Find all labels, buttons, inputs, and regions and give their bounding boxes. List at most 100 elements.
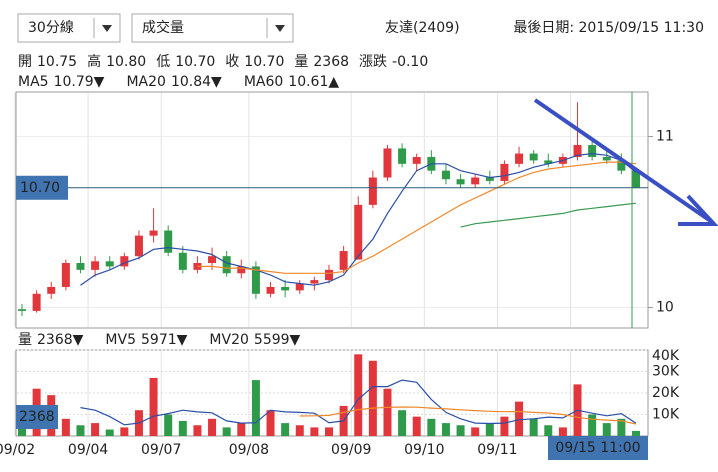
quote-value: 10.80 xyxy=(106,54,146,70)
interval-label: 30分線 xyxy=(28,20,74,36)
volume-bar xyxy=(208,418,217,436)
indicator-select[interactable] xyxy=(131,13,294,43)
volume-bar xyxy=(295,425,304,436)
ma-line xyxy=(299,406,637,425)
candle-body xyxy=(544,160,553,164)
ma-line xyxy=(460,202,637,228)
volume-bar xyxy=(544,425,553,436)
ma-line xyxy=(197,161,637,274)
volume-bar xyxy=(178,420,187,436)
legend-trend: ▼ xyxy=(94,74,105,90)
quote-label: 低 xyxy=(156,54,170,70)
quote-value: 10.75 xyxy=(37,54,77,70)
legend-trend: ▼ xyxy=(73,332,84,348)
legend-value: 10.61 xyxy=(288,74,328,90)
y-tick-label: 10 xyxy=(656,299,674,315)
legend-trend: ▲ xyxy=(328,74,339,90)
volume-bar xyxy=(617,418,626,436)
candle-body xyxy=(178,252,187,270)
quote-label: 高 xyxy=(87,53,101,70)
legend-value: 10.84 xyxy=(171,74,211,90)
volume-bar xyxy=(120,427,129,436)
candle-body xyxy=(310,280,319,284)
candle-body xyxy=(398,148,407,164)
candle-body xyxy=(515,153,524,164)
legend-trend: ▼ xyxy=(177,332,188,348)
quote-label: 開 xyxy=(18,54,32,70)
legend-value: 10.79 xyxy=(54,74,94,90)
dropdown-icon xyxy=(102,25,112,32)
candle-body xyxy=(281,286,290,291)
dropdown-icon xyxy=(275,25,285,32)
candle-body xyxy=(339,251,348,270)
quote-value: 2368 xyxy=(313,54,349,70)
candle-body xyxy=(47,286,56,294)
legend-name: 量 xyxy=(18,332,32,348)
candle-body xyxy=(588,145,597,157)
price-panel xyxy=(15,91,649,329)
volume-bar xyxy=(485,423,494,436)
legend-name: MV20 xyxy=(209,332,248,348)
volume-bar xyxy=(441,423,450,436)
candle-body xyxy=(471,177,480,185)
y-tick-label: 20K xyxy=(652,385,680,401)
quote-value: 10.70 xyxy=(175,54,215,70)
x-tick-label: 09/08 xyxy=(229,442,269,458)
interval-select[interactable] xyxy=(17,13,121,43)
candle-body xyxy=(295,283,304,291)
last-volume-box xyxy=(16,405,58,429)
volume-bar xyxy=(398,410,407,436)
volume-bar xyxy=(222,427,231,436)
last-volume-label: 2368 xyxy=(19,409,55,425)
legend-name: MA20 xyxy=(126,74,165,90)
ma-line xyxy=(80,152,637,286)
candle-body xyxy=(456,179,465,185)
volume-bar xyxy=(105,429,114,436)
x-tick-label: 09/10 xyxy=(404,442,444,458)
volume-bar xyxy=(310,427,319,436)
legend-value: 5599 xyxy=(254,332,290,348)
candle-body xyxy=(32,293,41,311)
annotation-arrowhead xyxy=(678,194,718,226)
volume-bar xyxy=(471,427,480,436)
candle-body xyxy=(251,266,260,294)
volume-bar xyxy=(76,425,85,436)
candle-body xyxy=(91,261,100,270)
quote-label: 漲跌 xyxy=(359,54,387,70)
candle-body xyxy=(208,256,217,264)
legend-trend: ▼ xyxy=(211,74,222,90)
volume-bar xyxy=(164,414,173,436)
y-tick-label: 10K xyxy=(652,407,680,423)
candle-body xyxy=(383,148,392,178)
quote-value: 10.70 xyxy=(244,54,284,70)
x-tick-label: 09/11 xyxy=(477,442,517,458)
volume-bar xyxy=(266,410,275,436)
x-tick-label: 09/02 xyxy=(0,442,35,458)
volume-bar xyxy=(91,423,100,436)
candle-body xyxy=(76,263,85,270)
volume-bar xyxy=(412,416,421,436)
x-tick-label: 09/04 xyxy=(68,442,108,458)
quote-value: -0.10 xyxy=(392,54,428,70)
volume-bar xyxy=(456,425,465,436)
candle-body xyxy=(441,170,450,180)
legend-value: 5971 xyxy=(141,332,177,348)
candle-body xyxy=(529,153,538,161)
volume-bar xyxy=(588,414,597,436)
candle-body xyxy=(237,266,246,274)
volume-bar xyxy=(632,430,640,436)
y-tick-label: 30K xyxy=(652,364,680,380)
legend-name: MA5 xyxy=(18,74,49,90)
candle-body xyxy=(164,230,173,253)
volume-bar xyxy=(281,423,290,436)
candle-body xyxy=(573,145,582,157)
indicator-label: 成交量 xyxy=(142,19,184,36)
y-tick-label: 40K xyxy=(652,348,680,364)
volume-bar xyxy=(325,427,333,436)
volume-bar xyxy=(602,423,611,436)
candle-body xyxy=(412,156,421,164)
stock-name: 友達(2409) xyxy=(385,20,460,36)
candle-body xyxy=(18,309,26,311)
quote-label: 收 xyxy=(225,54,239,70)
